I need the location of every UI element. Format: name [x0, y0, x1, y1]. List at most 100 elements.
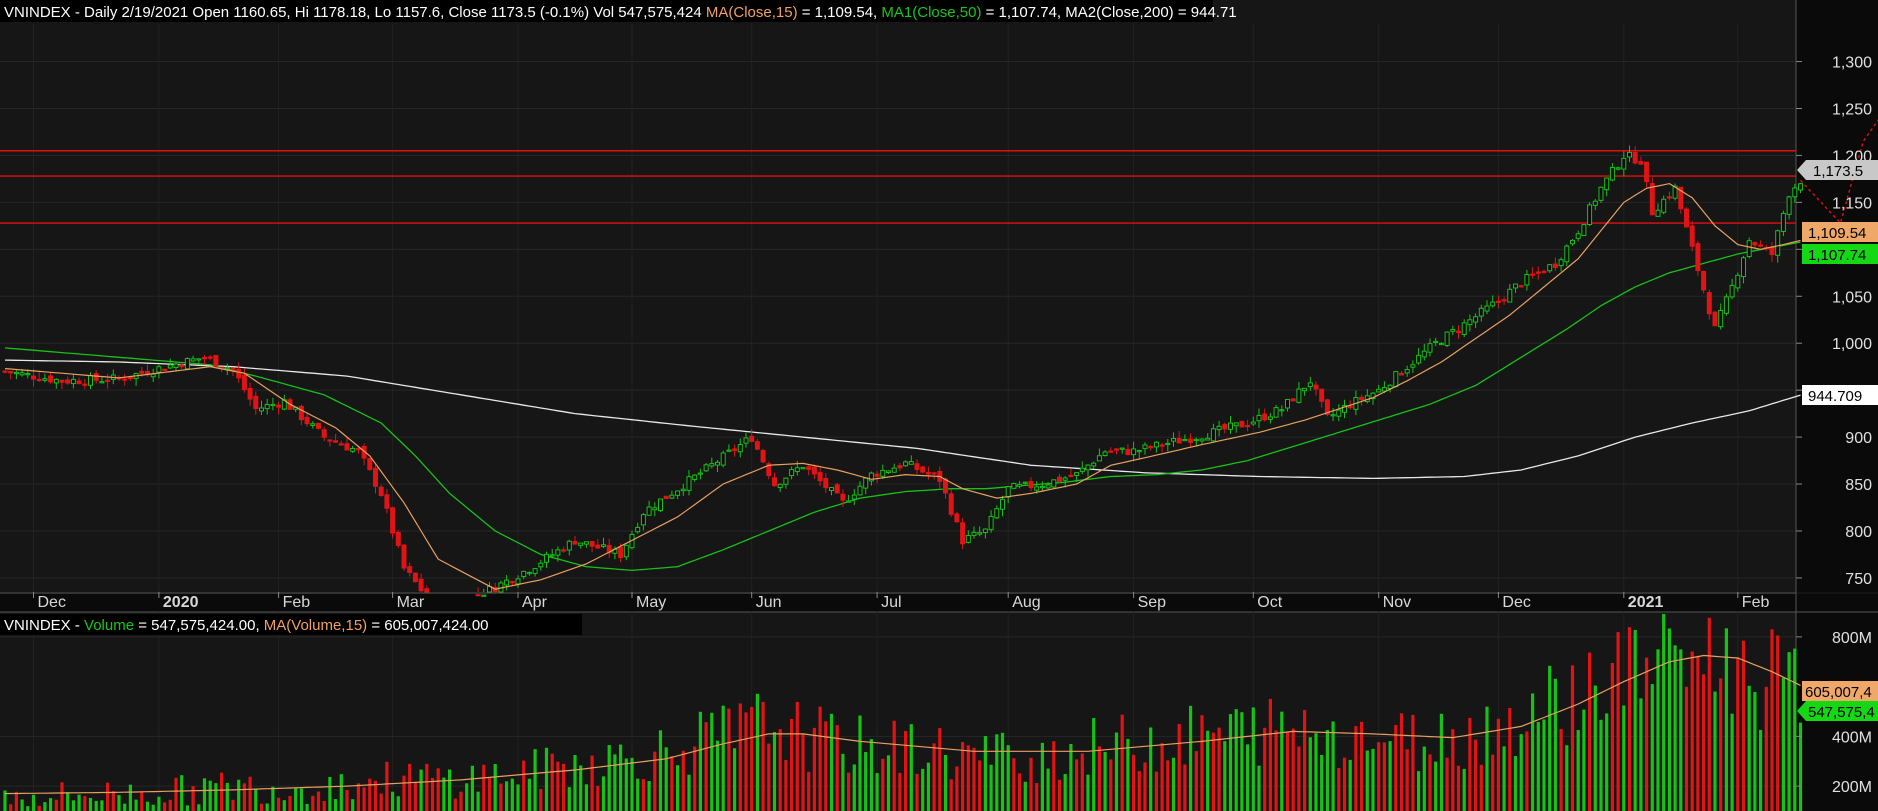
volume-bar-down — [1012, 758, 1016, 811]
candle-down — [241, 374, 247, 391]
volume-bar-down — [590, 755, 594, 811]
volume-bar-down — [1211, 732, 1215, 811]
volume-bar-up — [1565, 745, 1569, 811]
candle-down — [122, 378, 128, 381]
volume-bar-up — [664, 747, 668, 811]
candle-up — [1672, 185, 1678, 199]
volume-bar-down — [1627, 627, 1632, 811]
candle-down — [749, 435, 755, 442]
volume-bar-down — [402, 775, 406, 811]
volume-bar-up — [145, 801, 150, 811]
candle-up — [1746, 240, 1752, 258]
volume-bar-up — [613, 754, 617, 811]
volume-tick-label: 400M — [1832, 729, 1872, 746]
volume-bar-down — [596, 785, 600, 811]
candle-down — [105, 379, 111, 382]
volume-bar-down — [915, 773, 919, 811]
volume-bar-up — [886, 755, 891, 811]
candle-down — [367, 458, 373, 470]
ma50-path — [4, 241, 1801, 572]
volume-bar-up — [271, 786, 275, 811]
volume-bar-up — [698, 711, 702, 811]
volume-bar-down — [727, 708, 731, 811]
candle-down — [1245, 424, 1251, 428]
candle-up — [1102, 451, 1108, 457]
candle-up — [1131, 448, 1137, 456]
month-label: Sep — [1138, 594, 1167, 611]
candle-down — [1148, 446, 1154, 449]
volume-bar-up — [1149, 727, 1153, 811]
volume-bar-down — [1525, 731, 1529, 811]
candle-up — [1302, 387, 1308, 392]
volume-header: VNINDEX - Volume = 547,575,424.00, MA(Vo… — [4, 617, 489, 634]
volume-bar-down — [1052, 741, 1056, 811]
price-header-ma15-label: MA(Close,15) — [706, 4, 798, 21]
volume-bar-up — [305, 803, 309, 811]
candle-down — [93, 373, 99, 381]
volume-bar-up — [995, 734, 999, 811]
volume-bar-up — [1331, 721, 1335, 811]
volume-bar-up — [1422, 746, 1426, 811]
candle-down — [1319, 388, 1325, 402]
volume-grid — [0, 636, 1796, 787]
candle-up — [1091, 462, 1097, 467]
volume-bar-down — [248, 776, 252, 811]
volume-bar-down — [482, 764, 486, 811]
candle-down — [1666, 196, 1672, 199]
candle-up — [1570, 239, 1575, 245]
candle-up — [846, 500, 852, 503]
volume-bars — [3, 614, 1803, 811]
volume-bar-down — [750, 706, 754, 811]
candle-down — [1125, 448, 1131, 456]
candle-down — [823, 478, 829, 489]
volume-bar-up — [636, 778, 640, 811]
volume-bar-down — [106, 782, 110, 811]
candle-up — [1017, 483, 1023, 487]
candle-down — [1752, 241, 1758, 246]
candle-down — [1188, 438, 1194, 443]
candle-down — [754, 441, 760, 450]
volume-bar-up — [601, 776, 606, 811]
volume-bar-up — [157, 796, 161, 811]
price-tick-label: 900 — [1845, 430, 1872, 447]
candle-down — [179, 364, 185, 368]
volume-bar-down — [1354, 726, 1358, 811]
candle-down — [327, 439, 333, 442]
candlesticks — [2, 145, 1803, 597]
candle-down — [316, 422, 321, 429]
volume-bar-up — [202, 778, 207, 811]
volume-bar-down — [1445, 757, 1449, 811]
volume-bar-up — [544, 747, 549, 811]
volume-ma-line — [4, 654, 1801, 795]
candle-down — [1290, 398, 1296, 402]
candle-down — [1108, 450, 1114, 453]
volume-bar-down — [60, 782, 64, 811]
volume-bar-up — [921, 768, 925, 811]
candle-up — [851, 494, 857, 500]
candle-up — [1421, 350, 1427, 358]
candle-down — [1359, 396, 1365, 401]
volume-bar-down — [1764, 686, 1768, 811]
volume-bar-up — [1485, 706, 1489, 811]
candle-up — [1074, 472, 1080, 476]
candle-down — [236, 368, 242, 379]
volume-bar-up — [134, 799, 138, 811]
candle-up — [270, 403, 276, 407]
volume-header-label: Volume — [84, 617, 134, 634]
volume-bar-up — [1308, 737, 1312, 811]
volume-bar-down — [111, 791, 115, 811]
volume-bar-down — [1736, 657, 1740, 811]
candle-down — [59, 379, 65, 383]
candle-up — [640, 514, 646, 526]
volume-bar-down — [1285, 732, 1290, 811]
volume-bar-up — [505, 781, 509, 811]
volume-bar-up — [208, 780, 212, 811]
candle-up — [1438, 342, 1444, 346]
candle-up — [1079, 467, 1085, 472]
candle-up — [658, 498, 663, 512]
candle-up — [908, 461, 914, 465]
candle-up — [800, 467, 806, 470]
volume-bar-up — [1798, 722, 1803, 811]
volume-bar-down — [1291, 728, 1295, 811]
